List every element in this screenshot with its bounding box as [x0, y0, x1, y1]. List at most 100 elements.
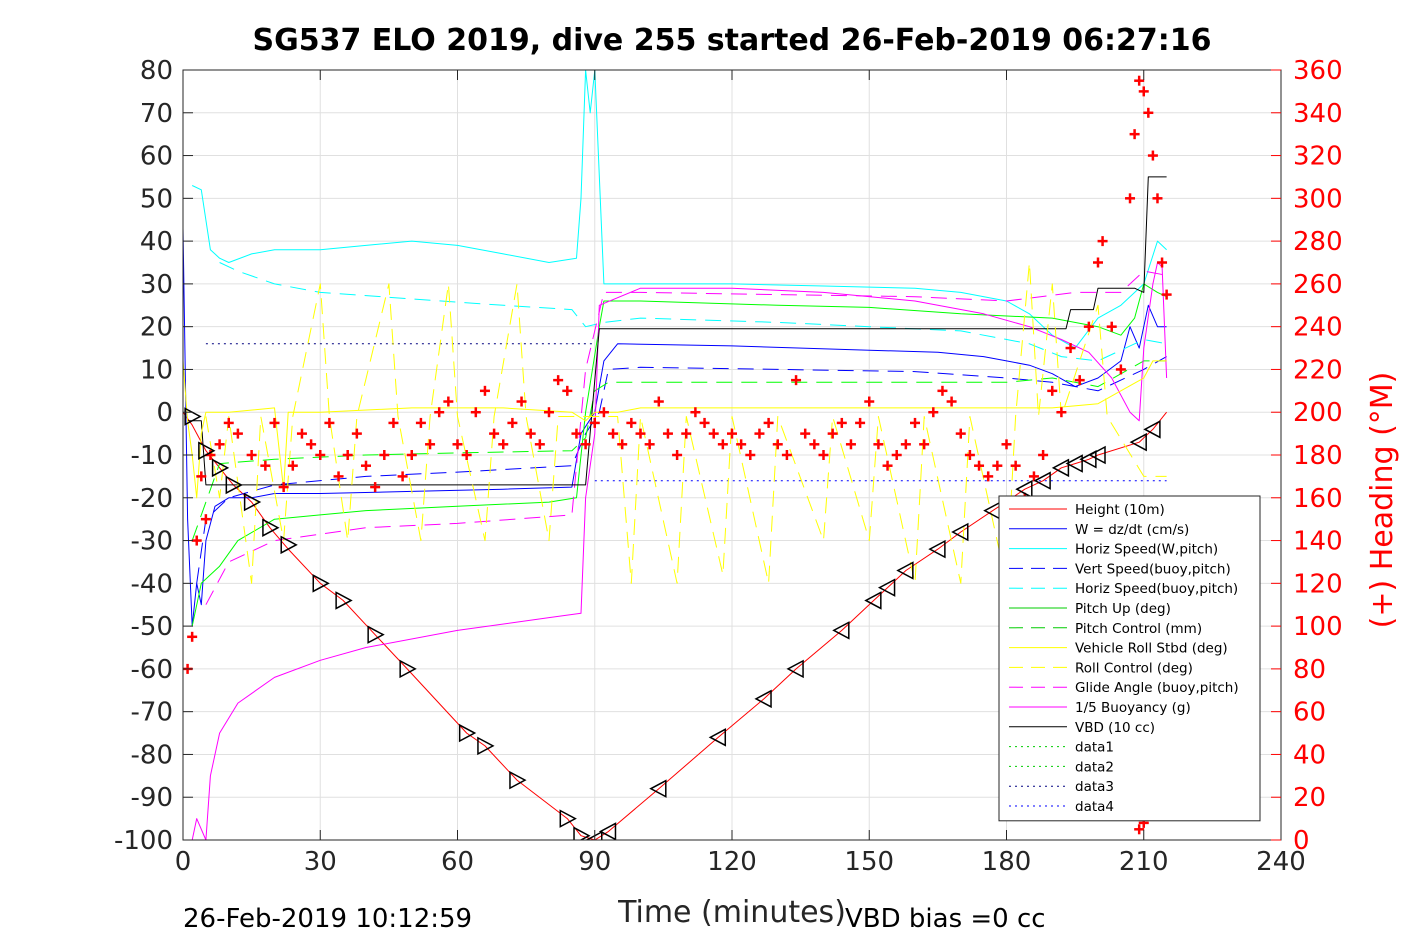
y-tick-label: 40 — [140, 227, 173, 257]
y-right-tick-label: 0 — [1293, 826, 1310, 856]
heading-marker — [1106, 321, 1117, 332]
y-tick-label: -50 — [131, 612, 173, 642]
legend-entry: Pitch Up (deg) — [1075, 601, 1171, 617]
heading-marker — [452, 439, 463, 450]
legend-entry: Glide Angle (buoy,pitch) — [1075, 680, 1239, 696]
heading-marker — [544, 407, 554, 418]
dive-marker-up — [649, 779, 667, 798]
dive-marker-up — [1088, 445, 1106, 465]
heading-marker — [1056, 407, 1067, 418]
heading-marker — [1143, 107, 1154, 118]
x-tick-label: 120 — [707, 847, 757, 877]
heading-marker — [351, 428, 362, 439]
heading-marker — [1038, 450, 1049, 460]
dive-marker-up — [1065, 454, 1083, 473]
heading-marker — [223, 417, 234, 428]
y-right-tick-label: 80 — [1293, 655, 1326, 685]
series-pitch_up — [191, 283, 1167, 627]
y-tick-label: 70 — [140, 99, 173, 129]
heading-marker — [269, 417, 280, 428]
heading-marker — [278, 482, 289, 493]
heading-marker — [1134, 824, 1145, 835]
dive-marker-up — [928, 539, 946, 559]
heading-marker — [964, 450, 975, 460]
dive-marker-down — [458, 723, 477, 743]
heading-marker — [1134, 75, 1145, 86]
heading-marker — [415, 417, 426, 428]
legend-entry: Height (10m) — [1075, 502, 1165, 518]
y-tick-label: 20 — [140, 313, 173, 343]
y-right-tick-label: 120 — [1293, 569, 1343, 599]
legend: Height (10m) W = dz/dt (cm/s) Horiz Speed(… — [998, 495, 1261, 822]
series-horiz_w — [191, 70, 1167, 349]
y-tick-label: -80 — [131, 740, 173, 770]
y-axis-right-label: (+) Heading (°M) — [1365, 372, 1400, 629]
heading-marker — [626, 417, 637, 428]
heading-marker — [489, 428, 500, 439]
heading-marker — [791, 375, 802, 386]
heading-marker — [662, 428, 673, 439]
dive-marker-down — [559, 809, 577, 828]
heading-marker — [232, 428, 243, 439]
heading-marker — [955, 428, 966, 439]
legend-entry: 1/5 Buoyancy (g) — [1075, 700, 1191, 716]
dive-marker-down — [335, 591, 353, 610]
y-axis-left: 80 70 60 50 40 30 20 10 0 -10 -20 -30 -40 -50 -60 -70 -8… — [114, 56, 193, 856]
y-tick-label: 50 — [140, 184, 173, 214]
y-right-tick-label: 160 — [1293, 484, 1343, 514]
dive-marker-up — [708, 728, 727, 747]
y-axis-right: 3603403203002802602402202001801601401201… — [1271, 56, 1343, 856]
y-right-tick-label: 40 — [1293, 740, 1326, 770]
dive-marker-up — [1129, 432, 1147, 452]
heading-marker — [1152, 193, 1163, 204]
heading-marker — [580, 439, 591, 450]
heading-marker — [1115, 364, 1126, 375]
y-right-tick-label: 60 — [1293, 698, 1326, 728]
heading-marker — [342, 450, 353, 460]
dive-marker-up — [877, 578, 896, 597]
heading-marker — [910, 417, 920, 428]
y-right-tick-label: 340 — [1293, 99, 1343, 129]
heading-marker — [1074, 375, 1085, 386]
heading-marker — [191, 535, 202, 546]
dive-marker-down — [399, 659, 417, 679]
x-tick-label: 150 — [844, 847, 894, 877]
heading-marker — [919, 439, 930, 450]
footer-vbd-bias: VBD bias =0 cc — [845, 904, 1046, 934]
dive-marker-down — [262, 518, 280, 537]
heading-marker — [200, 514, 211, 525]
x-tick-label: 60 — [441, 847, 474, 877]
heading-marker — [681, 428, 692, 439]
series-w — [183, 228, 1167, 627]
heading-markers — [183, 75, 1172, 835]
heading-marker — [553, 375, 564, 386]
series-height — [183, 411, 1167, 840]
y-tick-label: -70 — [131, 698, 173, 728]
legend-box — [998, 495, 1261, 822]
x-axis: 0 30 60 90 120 150 180 210 240 — [175, 70, 1306, 877]
heading-marker — [1093, 257, 1103, 268]
heading-marker — [246, 450, 257, 460]
dive-marker-up — [598, 822, 617, 840]
heading-marker — [196, 471, 207, 482]
y-right-tick-label: 300 — [1293, 184, 1343, 214]
legend-entry: data2 — [1075, 759, 1114, 775]
heading-marker — [781, 450, 792, 460]
dive-marker-down — [243, 492, 262, 512]
heading-marker — [690, 407, 701, 418]
y-right-tick-label: 280 — [1293, 227, 1343, 257]
heading-marker — [315, 450, 326, 460]
heading-marker — [1065, 343, 1076, 354]
heading-marker — [1097, 236, 1108, 247]
y-right-tick-label: 260 — [1293, 270, 1343, 300]
heading-marker — [425, 439, 436, 450]
heading-marker — [1047, 385, 1058, 396]
series-layer — [183, 70, 1168, 840]
footer-timestamp: 26-Feb-2019 10:12:59 — [183, 904, 472, 934]
heading-marker — [324, 417, 335, 428]
y-tick-label: -10 — [131, 441, 173, 471]
heading-marker — [296, 428, 307, 439]
heading-marker — [845, 439, 856, 450]
dive-marker-up — [754, 689, 772, 709]
heading-marker — [498, 439, 509, 450]
